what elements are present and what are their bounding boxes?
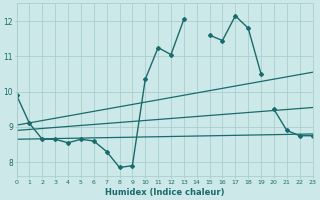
X-axis label: Humidex (Indice chaleur): Humidex (Indice chaleur) xyxy=(105,188,224,197)
